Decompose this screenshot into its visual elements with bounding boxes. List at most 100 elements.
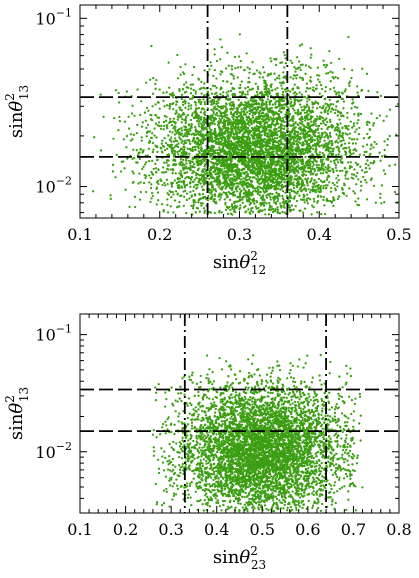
data-point	[324, 187, 328, 190]
data-point	[305, 179, 308, 182]
data-point	[351, 98, 354, 101]
data-point	[208, 96, 212, 100]
data-point	[304, 129, 307, 133]
data-point	[244, 178, 248, 181]
data-point	[355, 175, 358, 178]
data-point	[307, 94, 310, 97]
data-point	[129, 139, 132, 142]
data-point	[306, 97, 309, 100]
data-point	[220, 128, 224, 132]
data-point	[234, 146, 238, 149]
data-point	[320, 144, 324, 147]
data-point	[202, 151, 206, 155]
data-point	[162, 128, 165, 131]
data-point	[239, 113, 243, 116]
data-point	[247, 101, 250, 104]
data-point	[271, 103, 275, 106]
data-point	[250, 180, 253, 183]
data-point	[307, 65, 311, 68]
data-point	[208, 177, 211, 181]
data-point	[332, 169, 335, 172]
data-point	[165, 115, 168, 118]
data-point	[210, 152, 213, 156]
data-point	[112, 137, 115, 140]
data-point	[325, 117, 328, 120]
data-point	[145, 81, 148, 84]
data-point	[174, 172, 177, 175]
data-point	[324, 166, 327, 169]
data-point	[263, 128, 267, 132]
data-point	[218, 148, 222, 151]
data-point	[336, 185, 339, 188]
data-point	[313, 119, 316, 122]
data-point	[162, 210, 165, 213]
data-point	[188, 97, 192, 100]
data-point	[253, 102, 257, 106]
data-point	[247, 133, 250, 136]
data-point	[256, 129, 259, 132]
data-point	[265, 105, 268, 108]
data-point	[256, 175, 259, 178]
data-point	[154, 113, 157, 117]
data-point	[334, 163, 338, 167]
data-point	[300, 43, 304, 46]
data-point	[340, 143, 344, 146]
data-point	[172, 193, 175, 196]
data-point	[263, 208, 267, 211]
data-point	[262, 151, 266, 154]
data-point	[326, 158, 330, 161]
data-point	[180, 93, 184, 96]
data-point	[322, 187, 325, 190]
data-point	[178, 106, 181, 109]
data-point	[224, 152, 227, 155]
data-point	[128, 205, 131, 209]
data-point	[233, 122, 236, 125]
data-point	[275, 184, 278, 187]
data-point	[160, 179, 163, 183]
data-point	[365, 181, 368, 184]
data-point	[218, 142, 221, 145]
data-point	[241, 185, 244, 188]
data-point	[153, 134, 156, 137]
data-point	[307, 134, 310, 137]
data-point	[224, 67, 228, 70]
data-point	[280, 110, 283, 114]
data-point	[379, 94, 383, 98]
data-point	[194, 211, 197, 214]
data-point	[245, 174, 248, 177]
data-point	[325, 178, 329, 181]
data-point	[318, 92, 321, 95]
data-point	[287, 200, 290, 204]
data-point	[360, 169, 364, 172]
data-point	[192, 205, 195, 208]
data-point	[248, 124, 251, 127]
data-point	[237, 148, 241, 152]
data-point	[237, 98, 240, 102]
data-point	[297, 110, 300, 113]
data-point	[304, 90, 308, 93]
data-point	[350, 69, 354, 72]
data-point	[233, 163, 237, 167]
data-point	[274, 123, 278, 126]
data-point	[279, 202, 282, 205]
data-point	[273, 177, 277, 181]
data-point	[303, 111, 307, 115]
data-point	[327, 71, 330, 75]
data-point	[329, 88, 332, 91]
data-point	[298, 66, 301, 69]
data-point	[380, 202, 383, 205]
data-point	[326, 120, 329, 124]
data-point	[208, 188, 211, 192]
data-point	[262, 115, 265, 118]
data-point	[293, 109, 296, 112]
data-point	[276, 199, 279, 203]
data-point	[357, 178, 360, 181]
data-point	[169, 102, 172, 106]
data-point	[261, 177, 264, 181]
data-point	[286, 89, 290, 92]
data-point	[137, 151, 140, 155]
data-point	[227, 152, 231, 155]
data-point	[238, 169, 241, 172]
